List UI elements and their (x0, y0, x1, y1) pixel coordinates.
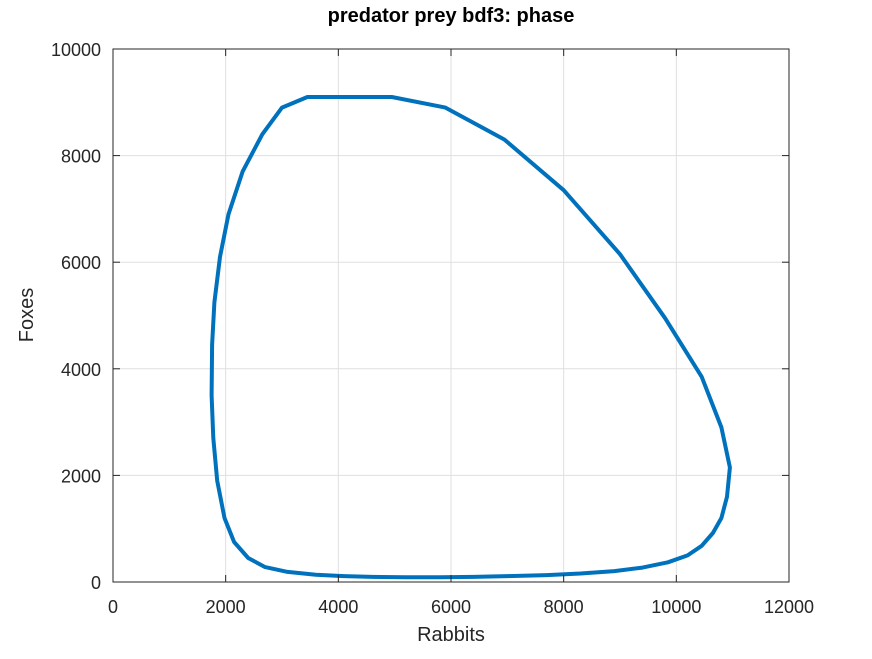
x-axis-label: Rabbits (417, 624, 485, 646)
x-tick-label: 2000 (206, 597, 246, 617)
y-tick-label: 8000 (61, 147, 101, 167)
chart-title: predator prey bdf3: phase (328, 5, 575, 27)
y-tick-label: 2000 (61, 466, 101, 486)
y-tick-label: 4000 (61, 360, 101, 380)
x-tick-label: 0 (108, 597, 118, 617)
x-tick-label: 10000 (651, 597, 701, 617)
x-tick-label: 6000 (431, 597, 471, 617)
x-tick-label: 8000 (544, 597, 584, 617)
phase-trajectory-line (209, 95, 732, 580)
y-tick-label: 6000 (61, 253, 101, 273)
series-lines (209, 95, 732, 580)
x-tick-label: 12000 (764, 597, 814, 617)
y-tick-label: 0 (91, 573, 101, 593)
y-axis-label: Foxes (16, 288, 38, 342)
grid-lines (113, 49, 789, 582)
y-tick-label: 10000 (51, 40, 101, 60)
tick-labels: 0 2000 4000 6000 8000 10000 12000 0 2000 4000 6000… (51, 40, 814, 617)
axis-ticks (112, 48, 790, 583)
x-tick-label: 4000 (318, 597, 358, 617)
